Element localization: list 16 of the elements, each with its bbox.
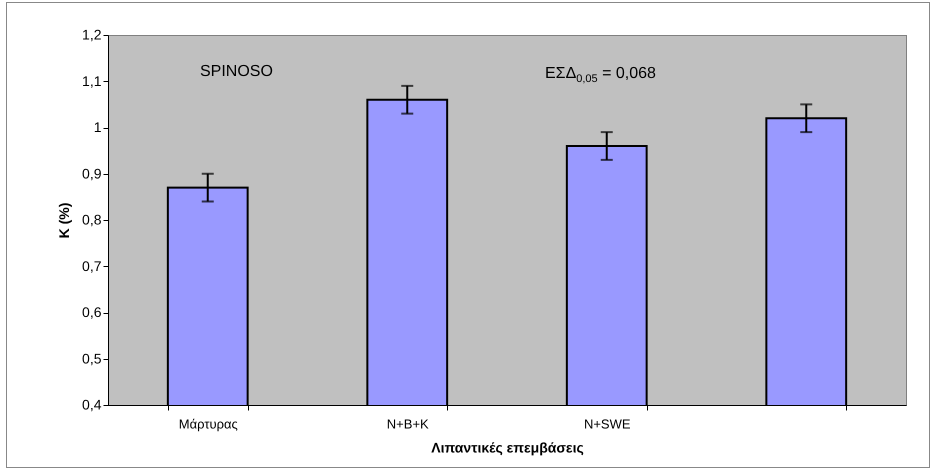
y-tick-label: 0,5: [82, 350, 102, 366]
annotation: ΕΣΔ$_{0,05}$ = 0,068: [545, 65, 656, 86]
y-tick-label: 0,8: [82, 212, 102, 228]
y-tick-label: 1: [94, 119, 102, 135]
y-axis-title: K (%): [56, 202, 72, 238]
x-tick-label: N+SWE: [584, 416, 631, 432]
y-tick-label: 1,1: [82, 72, 102, 89]
y-tick-label: 0,7: [82, 258, 102, 274]
y-tick-label: 1,2: [82, 26, 102, 42]
x-tick-label: N+B+K: [386, 416, 430, 432]
y-tick-label: 0,9: [82, 165, 102, 182]
annotation: SPINOSO: [200, 63, 273, 81]
x-axis-title: Λιπαντικές επεμβάσεις: [431, 440, 584, 456]
y-tick-label: 0,4: [82, 396, 102, 412]
x-tick-label: Μάρτυρας: [178, 416, 238, 432]
y-tick-label: 0,6: [82, 304, 102, 320]
